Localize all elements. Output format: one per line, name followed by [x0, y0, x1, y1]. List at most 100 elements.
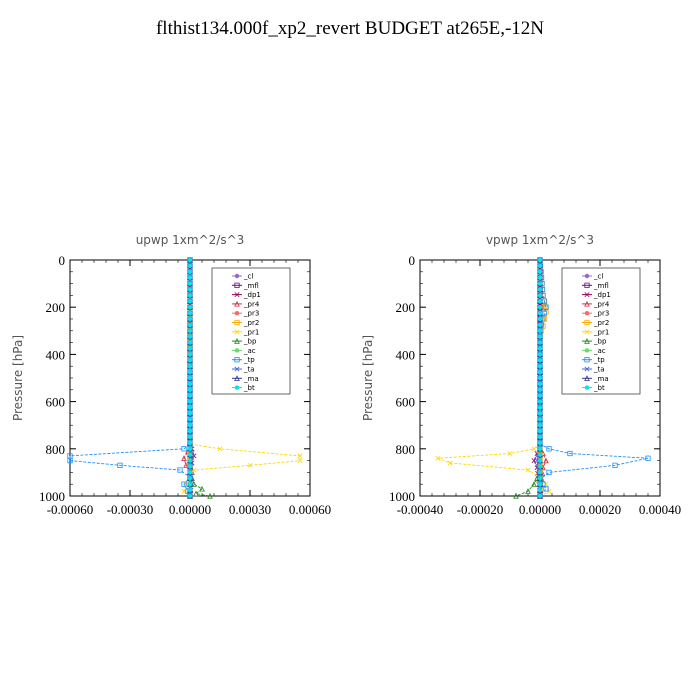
legend-item: _cl	[582, 273, 603, 281]
data-point	[612, 462, 618, 468]
data-point	[187, 487, 193, 493]
data-point	[537, 458, 543, 463]
data-point	[187, 493, 193, 499]
data-point	[177, 467, 183, 473]
data-point	[537, 340, 543, 345]
series-pr1	[435, 441, 552, 499]
data-point	[525, 488, 531, 494]
data-point	[183, 462, 189, 468]
data-point	[187, 470, 193, 475]
legend-item: _pr3	[232, 310, 259, 318]
data-point	[537, 369, 543, 375]
data-point	[187, 375, 193, 381]
data-point	[513, 492, 519, 499]
data-point	[187, 464, 193, 469]
legend-marker	[234, 357, 240, 363]
legend-item: _tp	[232, 356, 255, 364]
data-point	[199, 485, 205, 492]
legend: _cl_mfl_dp1_pr4_pr3_pr2_pr1_bp_ac_tp_ta_…	[211, 267, 291, 395]
y-tick-label: 800	[396, 442, 416, 457]
legend-label: _tp	[243, 356, 255, 364]
data-point	[537, 405, 543, 410]
legend-marker	[234, 300, 240, 307]
data-point	[247, 462, 253, 468]
legend-marker	[234, 366, 240, 372]
legend-marker	[234, 375, 240, 381]
legend-label: _ta	[243, 366, 255, 374]
data-point	[537, 346, 543, 351]
data-point	[537, 328, 543, 333]
legend-box	[561, 267, 641, 395]
legend-label: _tp	[593, 356, 605, 364]
legend-label: _bp	[593, 338, 607, 346]
legend-label: _dp1	[593, 291, 611, 299]
legend-item: _dp1	[232, 291, 261, 299]
data-point	[117, 462, 123, 468]
legend-item: _ac	[232, 347, 256, 355]
data-point	[537, 352, 543, 357]
legend-marker	[584, 348, 590, 353]
legend-item: _ta	[232, 366, 255, 374]
legend-marker	[234, 329, 240, 335]
x-tick-label: 0.00000	[169, 502, 211, 517]
legend-label: _bt	[593, 384, 605, 392]
data-point	[537, 358, 543, 363]
y-tick-label: 200	[396, 300, 416, 315]
data-point	[537, 434, 543, 440]
legend-marker	[584, 282, 590, 288]
data-point	[187, 299, 193, 304]
data-point	[187, 440, 193, 446]
data-point	[537, 440, 543, 446]
legend-marker	[584, 375, 590, 381]
data-point	[187, 310, 193, 316]
y-tick-label: 800	[46, 442, 66, 457]
data-point	[537, 293, 543, 298]
legend-label: _pr4	[593, 300, 610, 308]
legend-item: _bt	[582, 384, 605, 392]
data-point	[187, 334, 193, 339]
data-point	[297, 453, 303, 459]
data-point	[187, 458, 193, 463]
y-tick-label: 600	[46, 395, 66, 410]
data-point	[187, 340, 193, 345]
legend-item: _ma	[582, 375, 609, 383]
legend-item: _ma	[232, 375, 259, 383]
data-point	[537, 411, 543, 416]
data-point	[537, 305, 543, 310]
series-bt	[537, 257, 543, 499]
data-point	[537, 387, 543, 392]
series-bt	[187, 257, 193, 499]
legend-label: _pr3	[243, 310, 259, 318]
data-point	[537, 310, 543, 316]
data-point	[193, 490, 199, 497]
chart-title: vpwp 1xm^2/s^3	[486, 233, 594, 247]
y-tick-label: 1000	[389, 489, 415, 504]
series-tp	[67, 257, 193, 499]
data-point	[187, 381, 193, 387]
data-point	[187, 257, 193, 263]
data-point	[537, 423, 543, 428]
legend-item: _pr1	[582, 328, 609, 336]
data-point	[537, 269, 543, 274]
series-line	[189, 260, 211, 497]
legend-item: _dp1	[582, 291, 611, 299]
y-tick-label: 200	[46, 300, 66, 315]
legend-item: _bp	[582, 338, 607, 346]
legend-marker	[234, 348, 240, 353]
legend-label: _pr4	[243, 300, 260, 308]
data-point	[645, 455, 651, 461]
data-point	[187, 446, 193, 451]
y-tick-label: 400	[396, 347, 416, 362]
data-point	[537, 393, 543, 398]
series-line	[515, 260, 541, 497]
legend-item: _pr2	[582, 319, 609, 327]
legend-label: _pr2	[243, 319, 259, 327]
data-point	[537, 375, 543, 381]
data-point	[537, 428, 543, 434]
data-point	[187, 387, 193, 392]
data-point	[187, 275, 193, 280]
legend-marker	[234, 385, 240, 390]
data-point	[297, 458, 303, 464]
data-point	[187, 482, 193, 487]
